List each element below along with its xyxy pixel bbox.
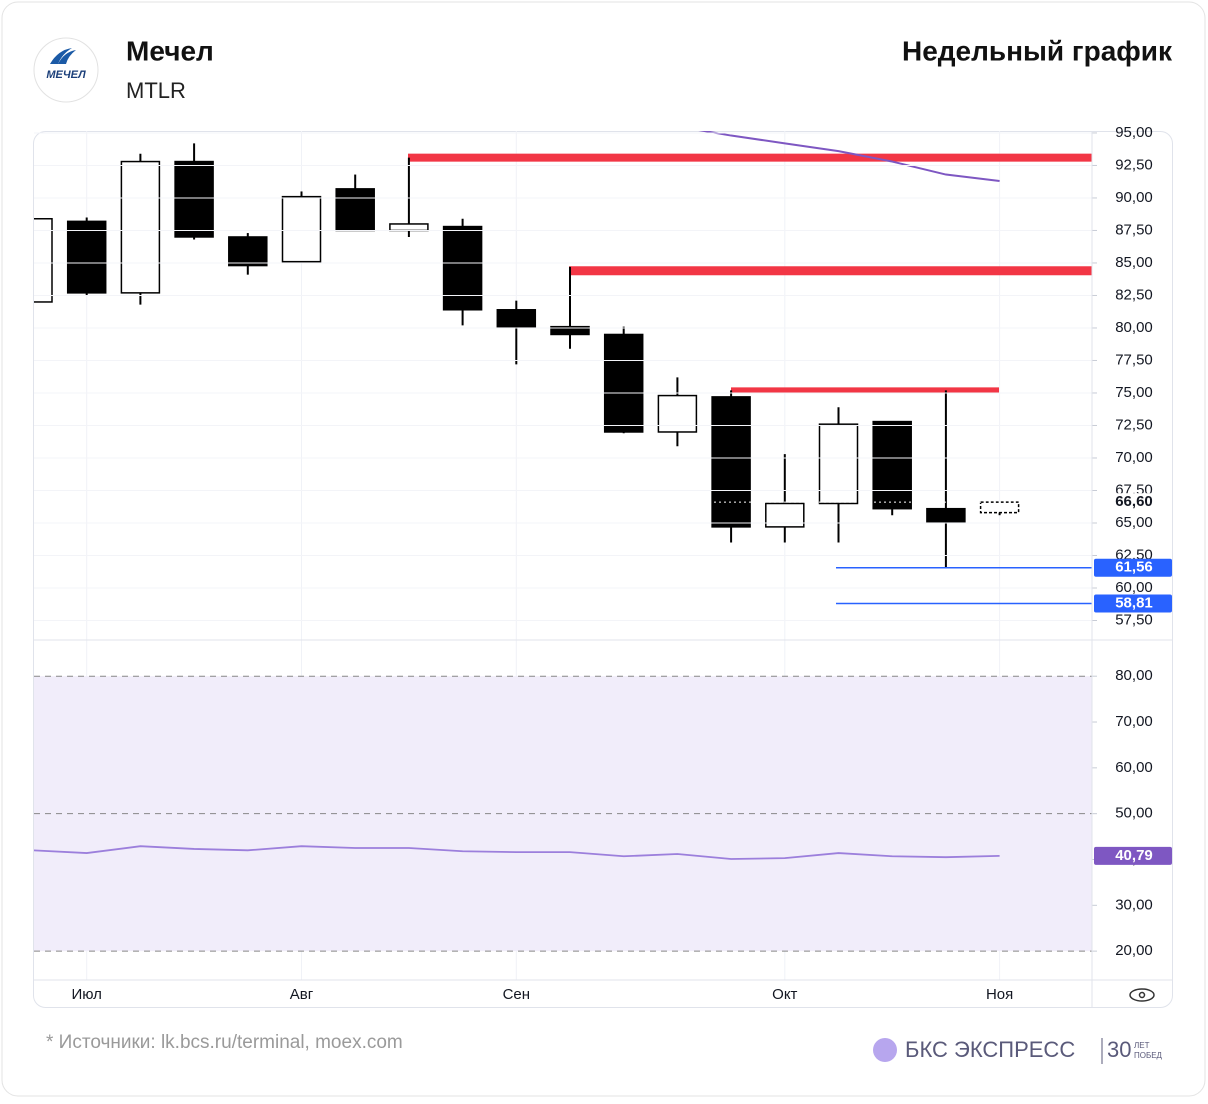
badge-bottom: ПОБЕД bbox=[1134, 1051, 1163, 1060]
candle-body bbox=[657, 394, 698, 433]
y-tick-label: 92,50 bbox=[1115, 156, 1153, 173]
y-tick-label: 20,00 bbox=[1115, 942, 1153, 959]
price-label: 61,56 bbox=[1115, 559, 1153, 576]
price-label-box bbox=[1094, 493, 1172, 512]
logo-text: МЕЧЕЛ bbox=[46, 69, 86, 81]
candle-body bbox=[281, 195, 322, 263]
price-label: 58,81 bbox=[1115, 594, 1153, 611]
y-tick-label: 85,00 bbox=[1115, 254, 1153, 271]
candle-body bbox=[228, 236, 268, 267]
y-tick-label: 82,50 bbox=[1115, 286, 1153, 303]
ticker: MTLR bbox=[126, 78, 186, 103]
badge-top: ЛЕТ bbox=[1134, 1041, 1150, 1050]
candle-body bbox=[872, 420, 912, 510]
candle-body bbox=[66, 220, 107, 294]
logo bbox=[33, 37, 99, 103]
price-label: 66,60 bbox=[1115, 493, 1153, 510]
y-tick-label: 60,00 bbox=[1115, 759, 1153, 776]
candle-body bbox=[120, 160, 161, 294]
y-tick-label: 50,00 bbox=[1115, 805, 1153, 822]
x-tick-label: Сен bbox=[503, 986, 530, 1003]
resistance-line bbox=[731, 387, 999, 394]
rsi-line bbox=[34, 845, 1000, 860]
brand-logo bbox=[873, 1038, 897, 1062]
y-tick-label: 70,00 bbox=[1115, 713, 1153, 730]
y-tick-label: 87,50 bbox=[1115, 221, 1153, 238]
rsi-pane bbox=[34, 845, 1000, 860]
price-pane bbox=[34, 131, 1092, 568]
logo-mark bbox=[50, 48, 76, 64]
candle-body bbox=[818, 423, 859, 505]
price-label-box bbox=[1094, 846, 1172, 865]
y-tick-label: 57,50 bbox=[1115, 611, 1153, 628]
candle-body bbox=[389, 223, 429, 232]
y-tick-label: 72,50 bbox=[1115, 416, 1153, 433]
price-label-box bbox=[1094, 558, 1172, 577]
y-tick-label: 80,00 bbox=[1115, 319, 1153, 336]
resistance-line bbox=[408, 153, 1092, 162]
badge-number: 30 bbox=[1107, 1037, 1131, 1062]
candle-body bbox=[34, 218, 53, 303]
candle-body bbox=[603, 333, 644, 433]
y-tick-label: 75,00 bbox=[1115, 384, 1153, 401]
candle-body bbox=[442, 225, 483, 311]
y-tick-label: 70,00 bbox=[1115, 449, 1153, 466]
x-tick-label: Окт bbox=[772, 986, 797, 1003]
plot: Июл Авг Сен Окт Ноя57,5060,0062,5065,0067,50… bbox=[34, 124, 1172, 1003]
x-tick-label: Ноя bbox=[986, 986, 1013, 1003]
candle-body bbox=[979, 501, 1020, 514]
candle-body bbox=[765, 502, 805, 528]
source: * Источники: lk.bcs.ru/terminal, moex.co… bbox=[46, 1032, 403, 1053]
x-tick-label: Июл bbox=[71, 986, 101, 1003]
chart-kind: Недельный график bbox=[902, 35, 1173, 66]
candle-body bbox=[926, 507, 966, 523]
candle-body bbox=[550, 325, 590, 336]
eye-icon[interactable] bbox=[1129, 988, 1155, 1002]
candle-body bbox=[335, 188, 375, 232]
price-label: 40,79 bbox=[1115, 847, 1153, 864]
candle-body bbox=[496, 309, 537, 328]
price-label-box bbox=[1094, 594, 1172, 613]
x-tick-label: Авг bbox=[290, 986, 314, 1003]
y-tick-label: 80,00 bbox=[1115, 667, 1153, 684]
y-tick-label: 60,00 bbox=[1115, 579, 1153, 596]
y-tick-label: 30,00 bbox=[1115, 896, 1153, 913]
candle-body bbox=[711, 396, 751, 528]
y-tick-label: 90,00 bbox=[1115, 189, 1153, 206]
moving-average bbox=[698, 131, 1000, 183]
candle-body bbox=[174, 160, 214, 238]
brand: БКС ЭКСПРЕСС bbox=[905, 1037, 1075, 1062]
title: Мечел bbox=[126, 35, 214, 66]
y-tick-label: 77,50 bbox=[1115, 351, 1153, 368]
y-tick-label: 95,00 bbox=[1115, 124, 1153, 141]
resistance-line bbox=[569, 266, 1092, 276]
y-tick-label: 65,00 bbox=[1115, 514, 1153, 531]
